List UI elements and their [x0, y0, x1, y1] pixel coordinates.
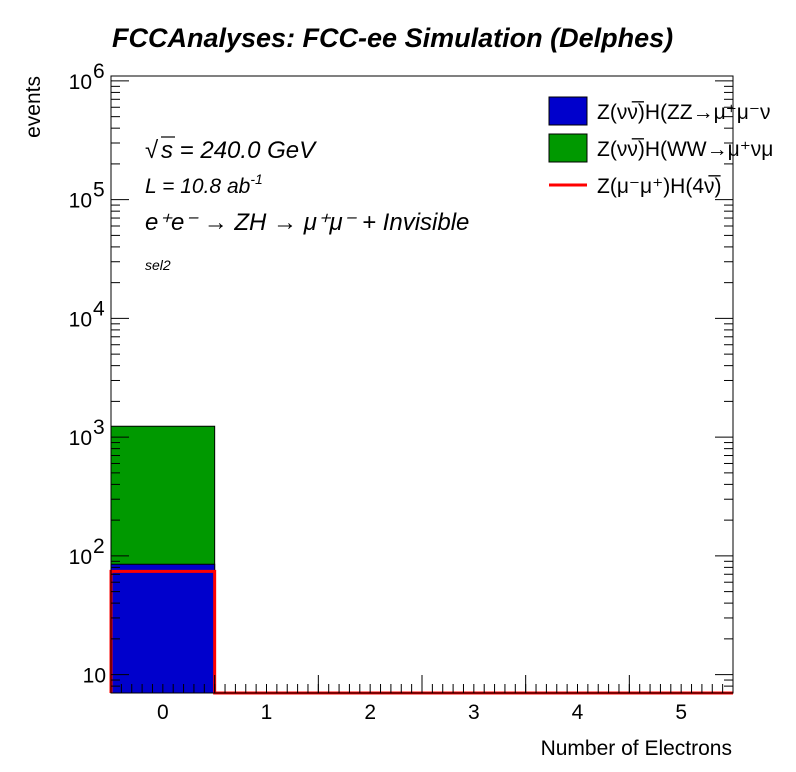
y-tick-exponent: 4 [93, 297, 105, 320]
bar-zz-bin-0 [110, 563, 216, 694]
x-tick-label: 0 [157, 701, 169, 724]
legend-label: Z(μ⁻μ⁺)H(4ν̅) [597, 175, 722, 198]
y-tick-exponent: 3 [93, 416, 105, 439]
sqrt-sign: √ [145, 137, 159, 164]
x-tick-label: 1 [261, 701, 273, 724]
y-tick-label: 10 [69, 71, 92, 94]
legend: Z(νν̅)H(ZZ→μ⁺μ⁻ν Z(νν̅)H(WW→μ⁺νμ Z(μ⁻μ⁺)H(… [548, 96, 773, 198]
bars-group [110, 425, 216, 694]
x-tick-labels: 0 1 2 3 4 5 [157, 701, 687, 724]
axis-ticks [110, 80, 734, 694]
x-tick-label: 2 [364, 701, 376, 724]
legend-swatch [548, 133, 588, 163]
x-tick-label: 5 [675, 701, 687, 724]
y-tick-exponent: 2 [93, 535, 105, 558]
y-tick-label: 10 [69, 190, 92, 213]
y-tick-exponent: 5 [93, 179, 105, 202]
energy-text: s = 240.0 GeV [161, 137, 317, 164]
legend-swatch [548, 96, 588, 126]
energy-annotation: √ s = 240.0 GeV [145, 136, 317, 164]
y-tick-label: 10 [69, 308, 92, 331]
selection-text: sel2 [145, 257, 171, 273]
x-axis-label: Number of Electrons [541, 737, 732, 760]
legend-label: Z(νν̅)H(WW→μ⁺νμ [597, 138, 773, 161]
y-tick-label: 10 [69, 427, 92, 450]
x-tick-label: 3 [468, 701, 480, 724]
y-tick-label: 10 [83, 665, 106, 688]
luminosity-text: L = 10.8 ab-1 [145, 171, 263, 198]
y-axis-label: events [22, 76, 45, 138]
y-tick-label: 10 [69, 546, 92, 569]
legend-label: Z(νν̅)H(ZZ→μ⁺μ⁻ν [597, 101, 771, 124]
chart-title: FCCAnalyses: FCC-ee Simulation (Delphes) [112, 23, 673, 53]
process-text: e⁺e⁻ → ZH → μ⁺μ⁻ + Invisible [145, 209, 469, 236]
x-tick-label: 4 [572, 701, 584, 724]
y-tick-exponent: 6 [93, 60, 105, 83]
